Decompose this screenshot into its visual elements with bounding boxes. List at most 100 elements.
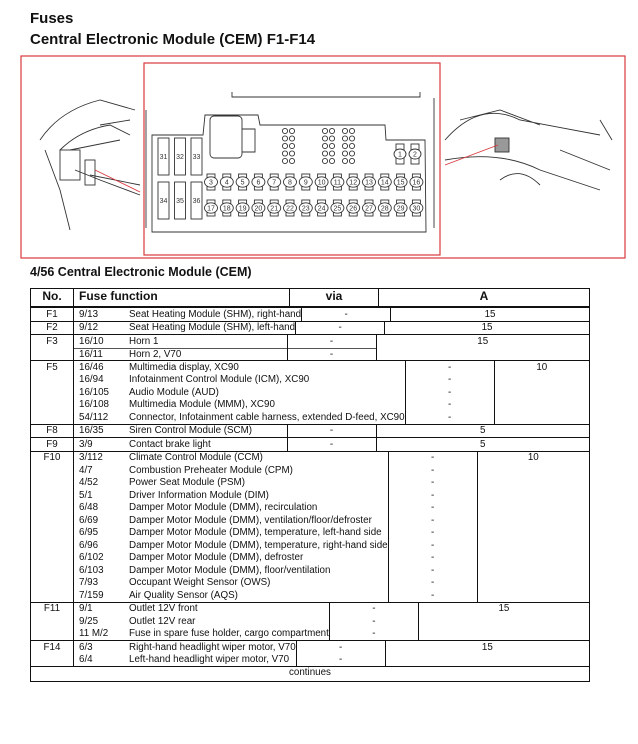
amperage: 15	[481, 641, 493, 653]
function-text: Multimedia Module (MMM), XC90	[129, 399, 275, 411]
circuit-code: 7/93	[79, 577, 99, 589]
via-value: -	[372, 603, 376, 615]
function-text: Climate Control Module (CCM)	[129, 452, 263, 464]
fuse-25-marker	[330, 202, 345, 214]
via-cell: -	[302, 308, 390, 321]
via-cell: -	[389, 527, 477, 540]
page-subtitle: Central Electronic Module (CEM) F1-F14	[30, 31, 316, 48]
fuse-function-line: 16/105 Audio Module (AUD)	[74, 386, 405, 399]
via-cell: -	[389, 464, 477, 477]
fuse-function-line: 6/103 Damper Motor Module (DMM), floor/ve…	[74, 564, 388, 577]
relay	[209, 115, 243, 159]
via-cell: -	[389, 452, 477, 465]
connector-pin	[328, 127, 336, 135]
fuse-function-line: 16/11 Horn 2, V70	[74, 347, 287, 361]
circuit-code: 6/103	[79, 564, 104, 576]
via-value: -	[372, 628, 376, 640]
fuse-32	[174, 137, 186, 176]
via-value: -	[447, 361, 452, 373]
fuse-label: 10	[318, 180, 326, 187]
via-cell: -	[406, 386, 494, 399]
amperage-cell: 10	[495, 361, 589, 424]
amperage: 15	[481, 322, 493, 334]
connector-pin	[341, 142, 349, 150]
via-value: -	[447, 399, 452, 411]
fuse-label: 21	[270, 206, 278, 213]
connector-pin	[288, 127, 296, 135]
fuse-23-marker	[298, 202, 313, 214]
connector-pin	[321, 150, 329, 157]
fuse-26-marker	[346, 202, 361, 214]
fuse-function-line: 6/48 Damper Motor Module (DMM), recircula…	[74, 502, 388, 515]
via-value: -	[329, 438, 334, 450]
function-text: Outlet 12V rear	[129, 615, 196, 627]
connector-pin	[321, 157, 329, 165]
amperage: 5	[480, 425, 486, 437]
amperage-cell: 10	[478, 452, 589, 602]
connector-pin	[348, 142, 356, 150]
via-cell: -	[389, 589, 477, 602]
function-text: Seat Heating Module (SHM), left-hand	[129, 322, 296, 334]
circuit-code: 16/94	[79, 374, 104, 386]
fuse-18-marker	[219, 202, 234, 214]
fuse-number-cell: F5	[31, 361, 74, 424]
via-column: ------------	[389, 451, 478, 602]
fuse-table: No. Fuse function via A F1 9/13 Seat Heati…	[30, 288, 590, 682]
fuse-number-cell: F9	[31, 438, 74, 451]
via-cell: -	[406, 411, 494, 424]
amperage-cell: 5	[377, 425, 590, 438]
fuse-function-line: 4/52 Power Seat Module (PSM)	[74, 477, 388, 490]
function-text: Damper Motor Module (DMM), floor/ventila…	[129, 564, 331, 576]
amperage-cell: 15	[385, 322, 589, 335]
fuse-label: 29	[397, 206, 405, 213]
dashboard-illustration	[39, 99, 141, 231]
via-cell: -	[406, 361, 494, 374]
fuse-label: 15	[397, 180, 405, 187]
fuse-4-marker	[219, 176, 234, 188]
fuse-label: 25	[334, 206, 342, 213]
table-row: F2 9/12 Seat Heating Module (SHM), left-ha…	[31, 320, 589, 335]
connector-pin	[328, 157, 336, 165]
via-cell: -	[330, 603, 418, 616]
fuse-label: 32	[176, 154, 184, 161]
function-text: Damper Motor Module (DMM), temperature, …	[129, 539, 388, 551]
header-no: No.	[31, 289, 74, 306]
fuse-label: 3	[209, 180, 213, 187]
fuse-function: 3/112 Climate Control Module (CCM) 4/7 Comb…	[74, 451, 389, 602]
fuse-number-cell: F11	[31, 602, 74, 640]
via-value: -	[430, 514, 435, 526]
table-row: F14 6/3 Right-hand headlight wiper motor, …	[31, 640, 589, 666]
fuse-label: 18	[223, 206, 231, 213]
via-cell: -	[288, 438, 376, 451]
fuse-15-marker	[393, 176, 408, 188]
fuse-31	[157, 137, 170, 176]
fuse-24-marker	[314, 202, 329, 214]
table-row: F11 9/1 Outlet 12V front 9/25 Outlet 12V rea…	[31, 601, 589, 640]
via-cell: -	[330, 615, 418, 628]
function-text: Fuse in spare fuse holder, cargo compart…	[129, 628, 329, 640]
via-cell: -	[297, 641, 385, 654]
section-title: 4/56 Central Electronic Module (CEM)	[30, 265, 252, 279]
fuse-label: 28	[381, 206, 389, 213]
function-text: Multimedia display, XC90	[129, 361, 239, 373]
table-row: F8 16/35 Siren Control Module (SCM) - 5	[31, 423, 590, 438]
fuse-number: F5	[46, 361, 58, 373]
connector-pin	[288, 157, 296, 165]
table-header: No. Fuse function via A	[31, 289, 589, 308]
fuse-10-marker	[314, 176, 329, 188]
connector-pin	[321, 142, 329, 150]
via-value: -	[430, 527, 435, 539]
connector-pin	[281, 150, 289, 157]
fuse-label: 8	[288, 180, 292, 187]
fuse-14-marker	[377, 176, 392, 188]
circuit-code: 54/112	[79, 411, 109, 423]
function-text: Outlet 12V front	[129, 603, 198, 615]
connector-pin	[341, 127, 349, 135]
via-cell: -	[406, 374, 494, 387]
fuse-function-line: 6/69 Damper Motor Module (DMM), ventilati…	[74, 514, 388, 527]
via-cell: -	[288, 335, 376, 348]
fuse-27-marker	[362, 202, 376, 214]
fuse-function: 16/10 Horn 1 16/11 Horn 2, V70	[74, 335, 288, 360]
